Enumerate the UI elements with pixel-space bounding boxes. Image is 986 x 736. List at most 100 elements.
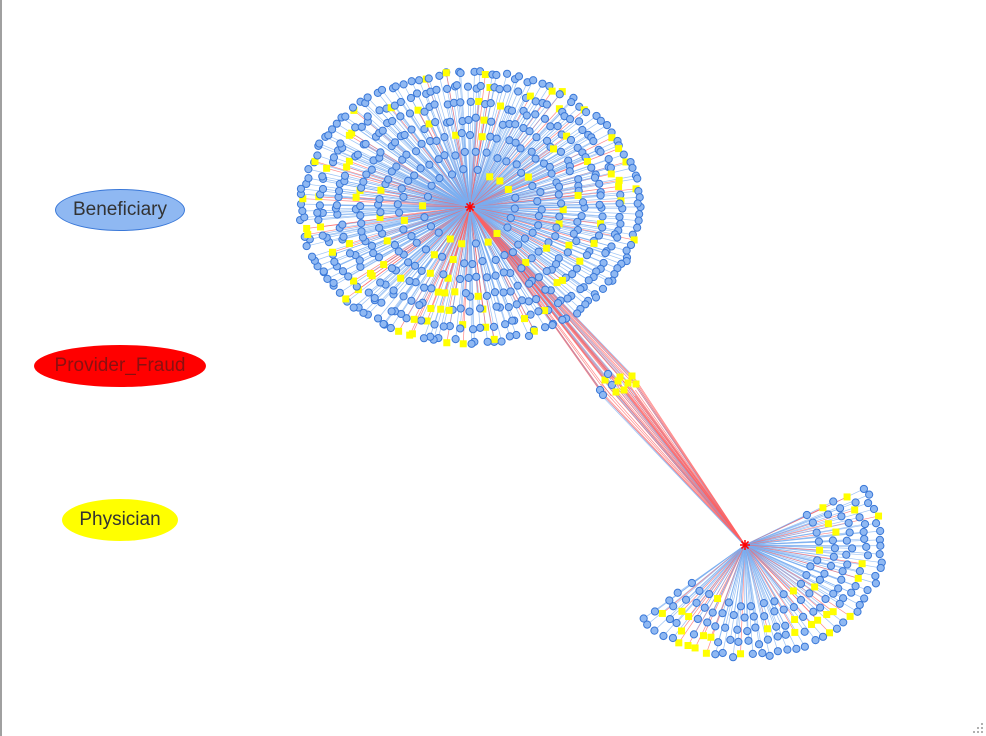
physician-node[interactable] bbox=[615, 176, 623, 184]
beneficiary-node[interactable] bbox=[672, 618, 681, 628]
beneficiary-node[interactable] bbox=[511, 193, 520, 202]
beneficiary-node[interactable] bbox=[859, 484, 868, 494]
beneficiary-node[interactable] bbox=[482, 148, 491, 157]
beneficiary-node[interactable] bbox=[412, 89, 422, 98]
provider-fraud-node-2[interactable] bbox=[740, 540, 750, 550]
beneficiary-node[interactable] bbox=[555, 212, 564, 221]
beneficiary-node[interactable] bbox=[829, 589, 838, 598]
beneficiary-node[interactable] bbox=[669, 602, 678, 611]
physician-node[interactable] bbox=[824, 520, 832, 528]
beneficiary-node[interactable] bbox=[659, 631, 668, 641]
beneficiary-node[interactable] bbox=[495, 85, 504, 94]
beneficiary-node[interactable] bbox=[536, 187, 545, 197]
beneficiary-node[interactable] bbox=[876, 563, 885, 573]
physician-node[interactable] bbox=[328, 248, 336, 256]
beneficiary-node[interactable] bbox=[483, 337, 492, 346]
beneficiary-node[interactable] bbox=[528, 181, 537, 191]
beneficiary-node[interactable] bbox=[540, 323, 550, 332]
physician-node[interactable] bbox=[426, 269, 434, 277]
beneficiary-node[interactable] bbox=[708, 608, 717, 617]
beneficiary-node[interactable] bbox=[344, 272, 353, 281]
beneficiary-node[interactable] bbox=[828, 536, 837, 545]
beneficiary-node[interactable] bbox=[796, 595, 806, 605]
beneficiary-node[interactable] bbox=[376, 208, 385, 217]
physician-node[interactable] bbox=[481, 70, 489, 78]
beneficiary-node[interactable] bbox=[527, 254, 536, 263]
beneficiary-node[interactable] bbox=[508, 248, 518, 257]
beneficiary-node[interactable] bbox=[313, 151, 322, 160]
physician-node[interactable] bbox=[550, 145, 558, 153]
beneficiary-node[interactable] bbox=[439, 270, 448, 279]
beneficiary-node[interactable] bbox=[770, 597, 779, 606]
physician-node[interactable] bbox=[630, 236, 638, 244]
beneficiary-node[interactable] bbox=[410, 261, 420, 270]
beneficiary-node[interactable] bbox=[478, 257, 487, 266]
beneficiary-node[interactable] bbox=[524, 279, 534, 288]
beneficiary-node[interactable] bbox=[556, 147, 566, 156]
beneficiary-node[interactable] bbox=[779, 590, 788, 599]
physician-node[interactable] bbox=[714, 595, 722, 603]
beneficiary-node[interactable] bbox=[467, 339, 476, 348]
physician-node[interactable] bbox=[789, 587, 797, 595]
beneficiary-node[interactable] bbox=[860, 594, 869, 603]
beneficiary-node[interactable] bbox=[435, 174, 444, 183]
beneficiary-node[interactable] bbox=[607, 242, 616, 251]
beneficiary-node[interactable] bbox=[524, 331, 534, 341]
physician-node[interactable] bbox=[829, 608, 837, 616]
beneficiary-node[interactable] bbox=[598, 284, 608, 293]
physician-node[interactable] bbox=[574, 191, 582, 199]
beneficiary-node[interactable] bbox=[837, 512, 846, 521]
beneficiary-node[interactable] bbox=[335, 288, 344, 297]
beneficiary-node[interactable] bbox=[622, 246, 631, 255]
beneficiary-node[interactable] bbox=[602, 120, 612, 130]
beneficiary-node[interactable] bbox=[802, 510, 811, 520]
beneficiary-node[interactable] bbox=[351, 123, 360, 132]
beneficiary-node[interactable] bbox=[871, 571, 880, 581]
physician-node[interactable] bbox=[521, 315, 529, 323]
beneficiary-node[interactable] bbox=[315, 201, 324, 210]
beneficiary-node[interactable] bbox=[578, 198, 588, 207]
beneficiary-node[interactable] bbox=[430, 100, 439, 109]
physician-node[interactable] bbox=[616, 373, 624, 381]
physician-node[interactable] bbox=[548, 87, 556, 95]
beneficiary-node[interactable] bbox=[319, 267, 328, 276]
beneficiary-node[interactable] bbox=[650, 607, 660, 616]
beneficiary-node[interactable] bbox=[315, 139, 324, 148]
physician-node[interactable] bbox=[425, 120, 433, 128]
beneficiary-node[interactable] bbox=[847, 588, 856, 597]
beneficiary-node[interactable] bbox=[399, 192, 408, 202]
beneficiary-node[interactable] bbox=[510, 204, 519, 213]
beneficiary-node[interactable] bbox=[456, 68, 465, 78]
beneficiary-node[interactable] bbox=[855, 600, 864, 610]
physician-node[interactable] bbox=[624, 379, 632, 387]
physician-node[interactable] bbox=[819, 504, 827, 512]
beneficiary-node[interactable] bbox=[773, 647, 782, 656]
beneficiary-node[interactable] bbox=[377, 85, 387, 95]
beneficiary-node[interactable] bbox=[547, 169, 556, 178]
beneficiary-node[interactable] bbox=[502, 69, 512, 78]
beneficiary-node[interactable] bbox=[718, 609, 727, 618]
beneficiary-node[interactable] bbox=[430, 320, 439, 329]
physician-node[interactable] bbox=[628, 372, 636, 380]
beneficiary-node[interactable] bbox=[492, 70, 501, 80]
physician-node[interactable] bbox=[816, 546, 824, 554]
physician-node[interactable] bbox=[608, 134, 616, 142]
beneficiary-node[interactable] bbox=[563, 248, 572, 257]
physician-node[interactable] bbox=[737, 650, 745, 658]
physician-node[interactable] bbox=[446, 235, 454, 243]
beneficiary-node[interactable] bbox=[830, 544, 840, 553]
beneficiary-node[interactable] bbox=[379, 319, 388, 329]
beneficiary-node[interactable] bbox=[370, 293, 379, 303]
physician-node[interactable] bbox=[691, 644, 699, 652]
beneficiary-node[interactable] bbox=[572, 237, 581, 246]
beneficiary-node[interactable] bbox=[452, 81, 461, 90]
beneficiary-node[interactable] bbox=[687, 578, 696, 588]
beneficiary-node[interactable] bbox=[673, 588, 682, 597]
physician-node[interactable] bbox=[707, 633, 715, 641]
beneficiary-node[interactable] bbox=[721, 623, 730, 632]
beneficiary-node[interactable] bbox=[506, 287, 515, 296]
physician-node[interactable] bbox=[791, 628, 799, 636]
beneficiary-node[interactable] bbox=[779, 605, 788, 614]
physician-node[interactable] bbox=[823, 611, 831, 619]
beneficiary-node[interactable] bbox=[313, 208, 322, 217]
